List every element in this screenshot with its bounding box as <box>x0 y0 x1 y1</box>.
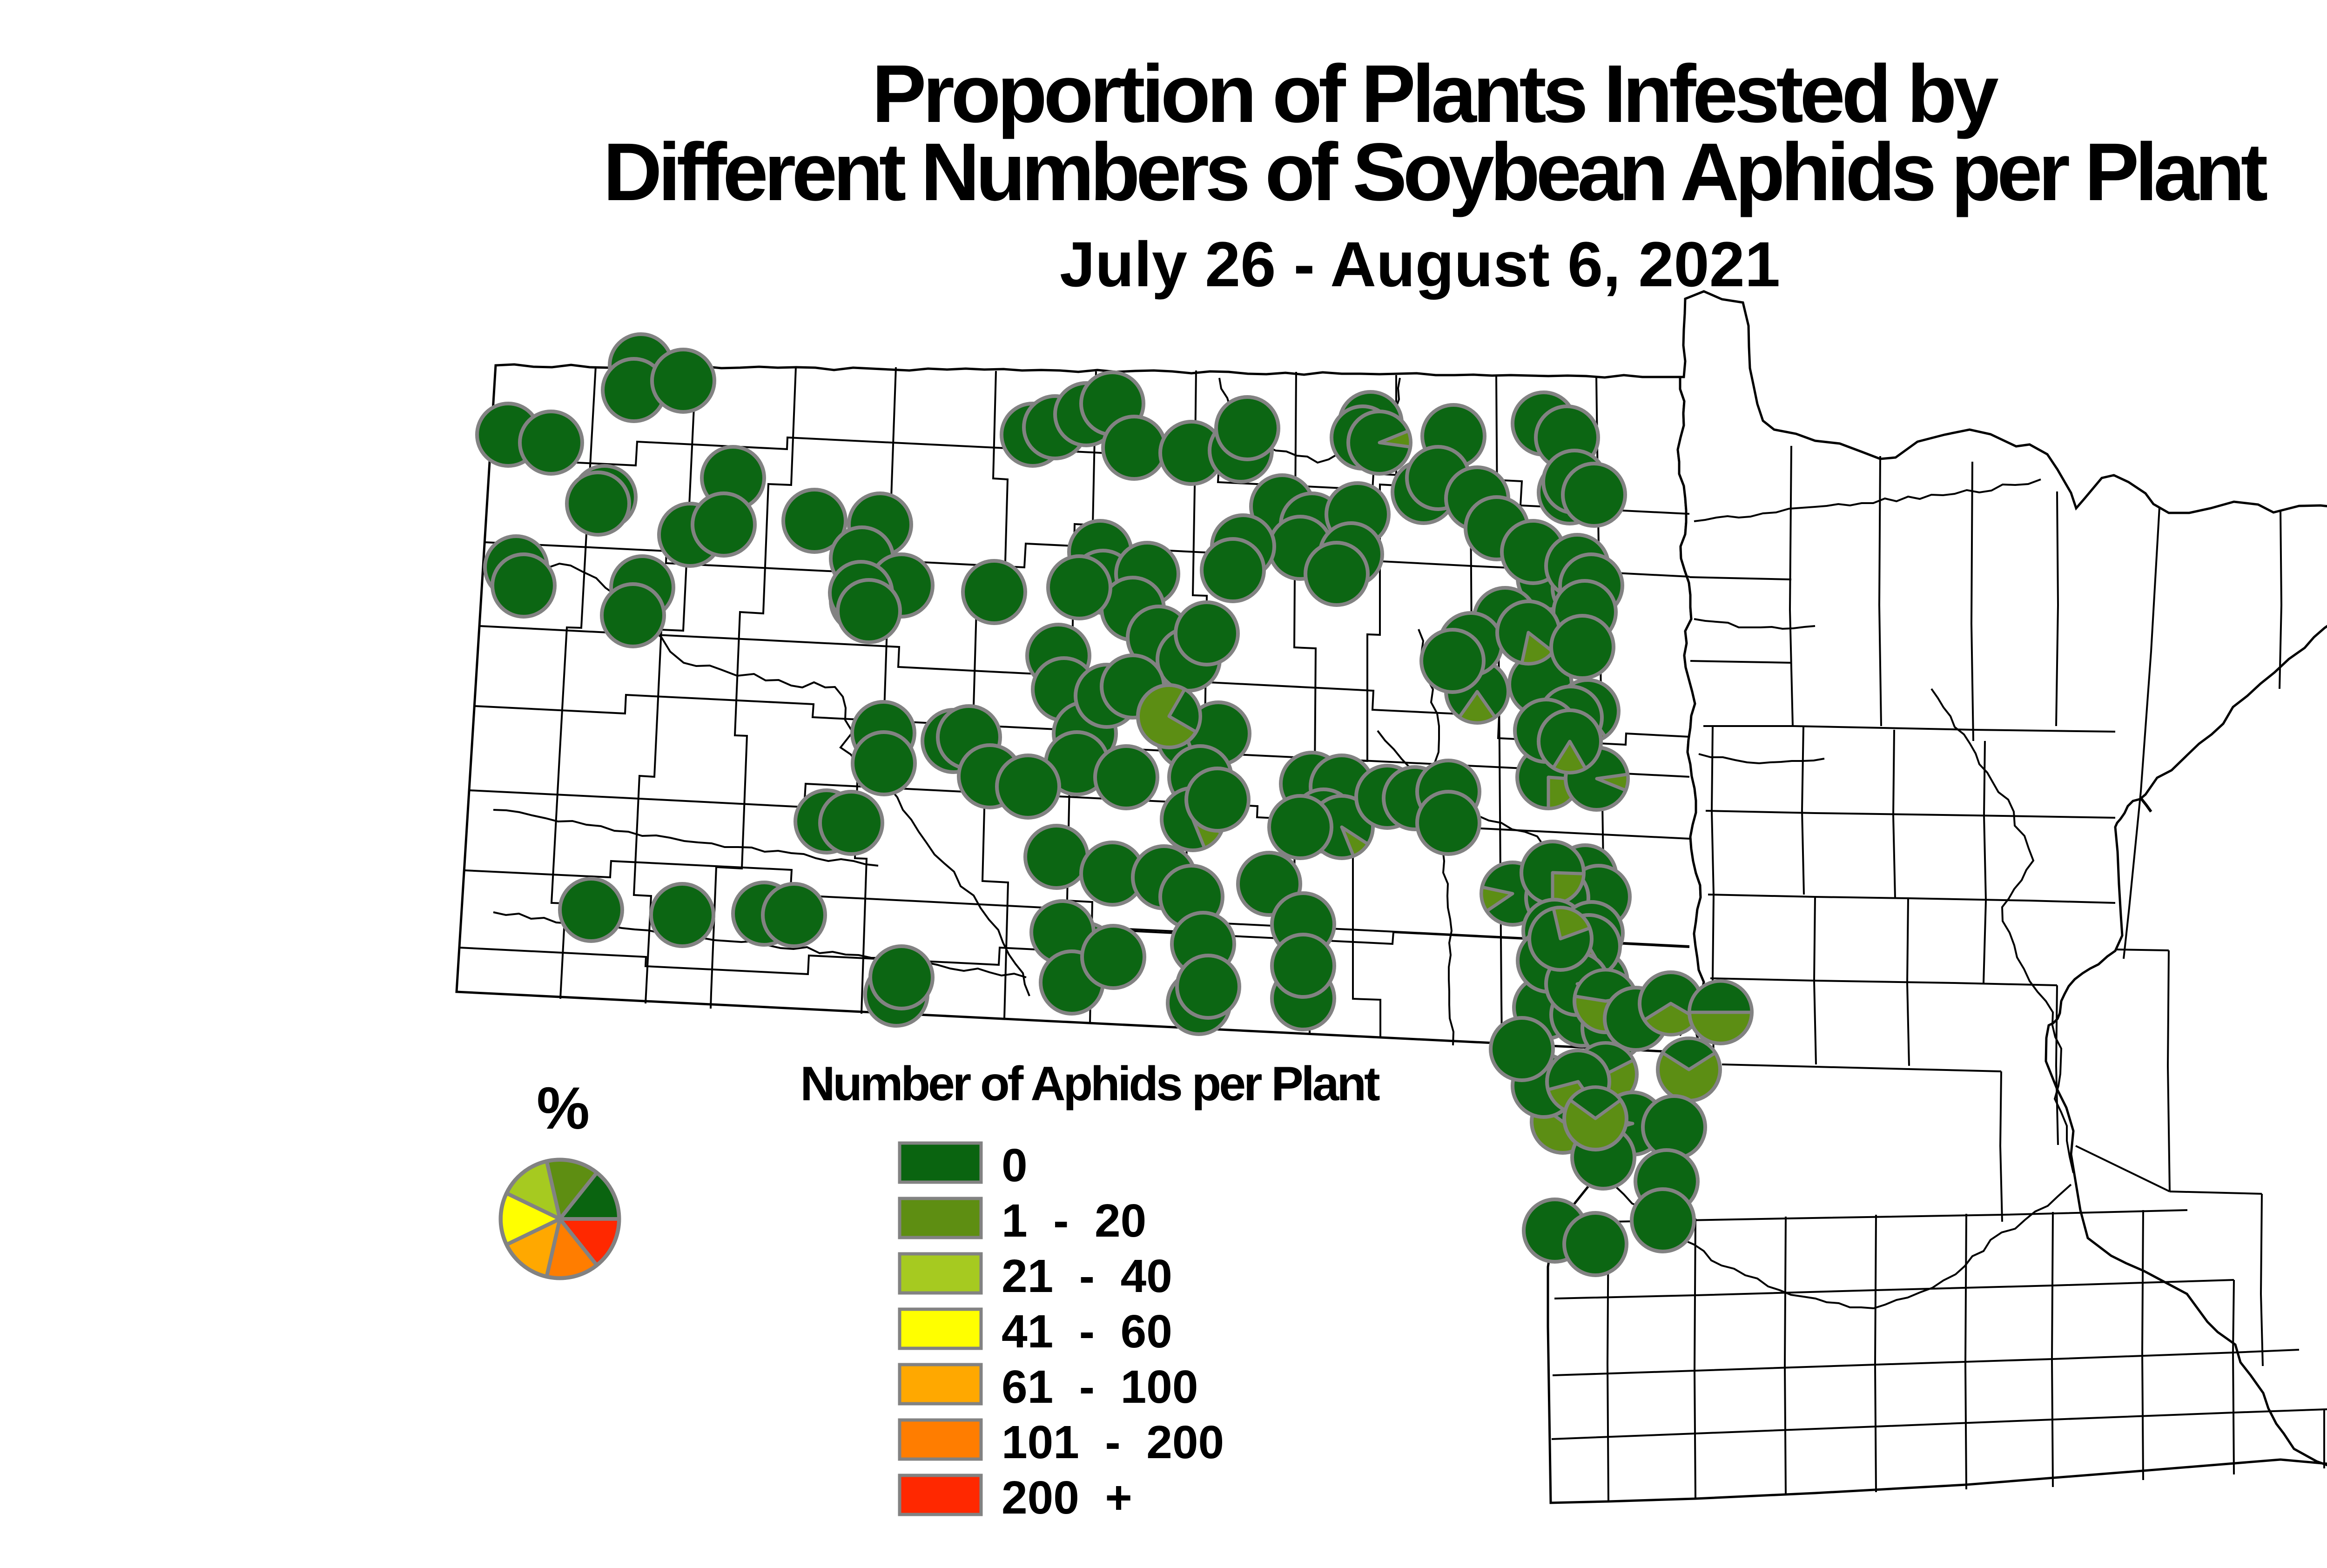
svg-text:200 +: 200 + <box>1002 1472 1132 1524</box>
svg-text:21 - 40: 21 - 40 <box>1002 1250 1172 1302</box>
svg-text:July 26 - August 6, 2021: July 26 - August 6, 2021 <box>1060 229 1780 300</box>
svg-text:41 - 60: 41 - 60 <box>1002 1306 1172 1358</box>
svg-text:61 - 100: 61 - 100 <box>1002 1361 1198 1413</box>
svg-text:0: 0 <box>1002 1139 1028 1191</box>
svg-text:1 - 20: 1 - 20 <box>1002 1195 1146 1247</box>
svg-text:Different Numbers of Soybean A: Different Numbers of Soybean Aphids per … <box>603 127 2267 218</box>
svg-text:Proportion of Plants Infested: Proportion of Plants Infested by <box>872 48 1998 140</box>
svg-text:101 - 200: 101 - 200 <box>1002 1416 1224 1468</box>
svg-text:Number of Aphids per Plant: Number of Aphids per Plant <box>800 1057 1380 1111</box>
svg-text:%: % <box>537 1075 590 1142</box>
